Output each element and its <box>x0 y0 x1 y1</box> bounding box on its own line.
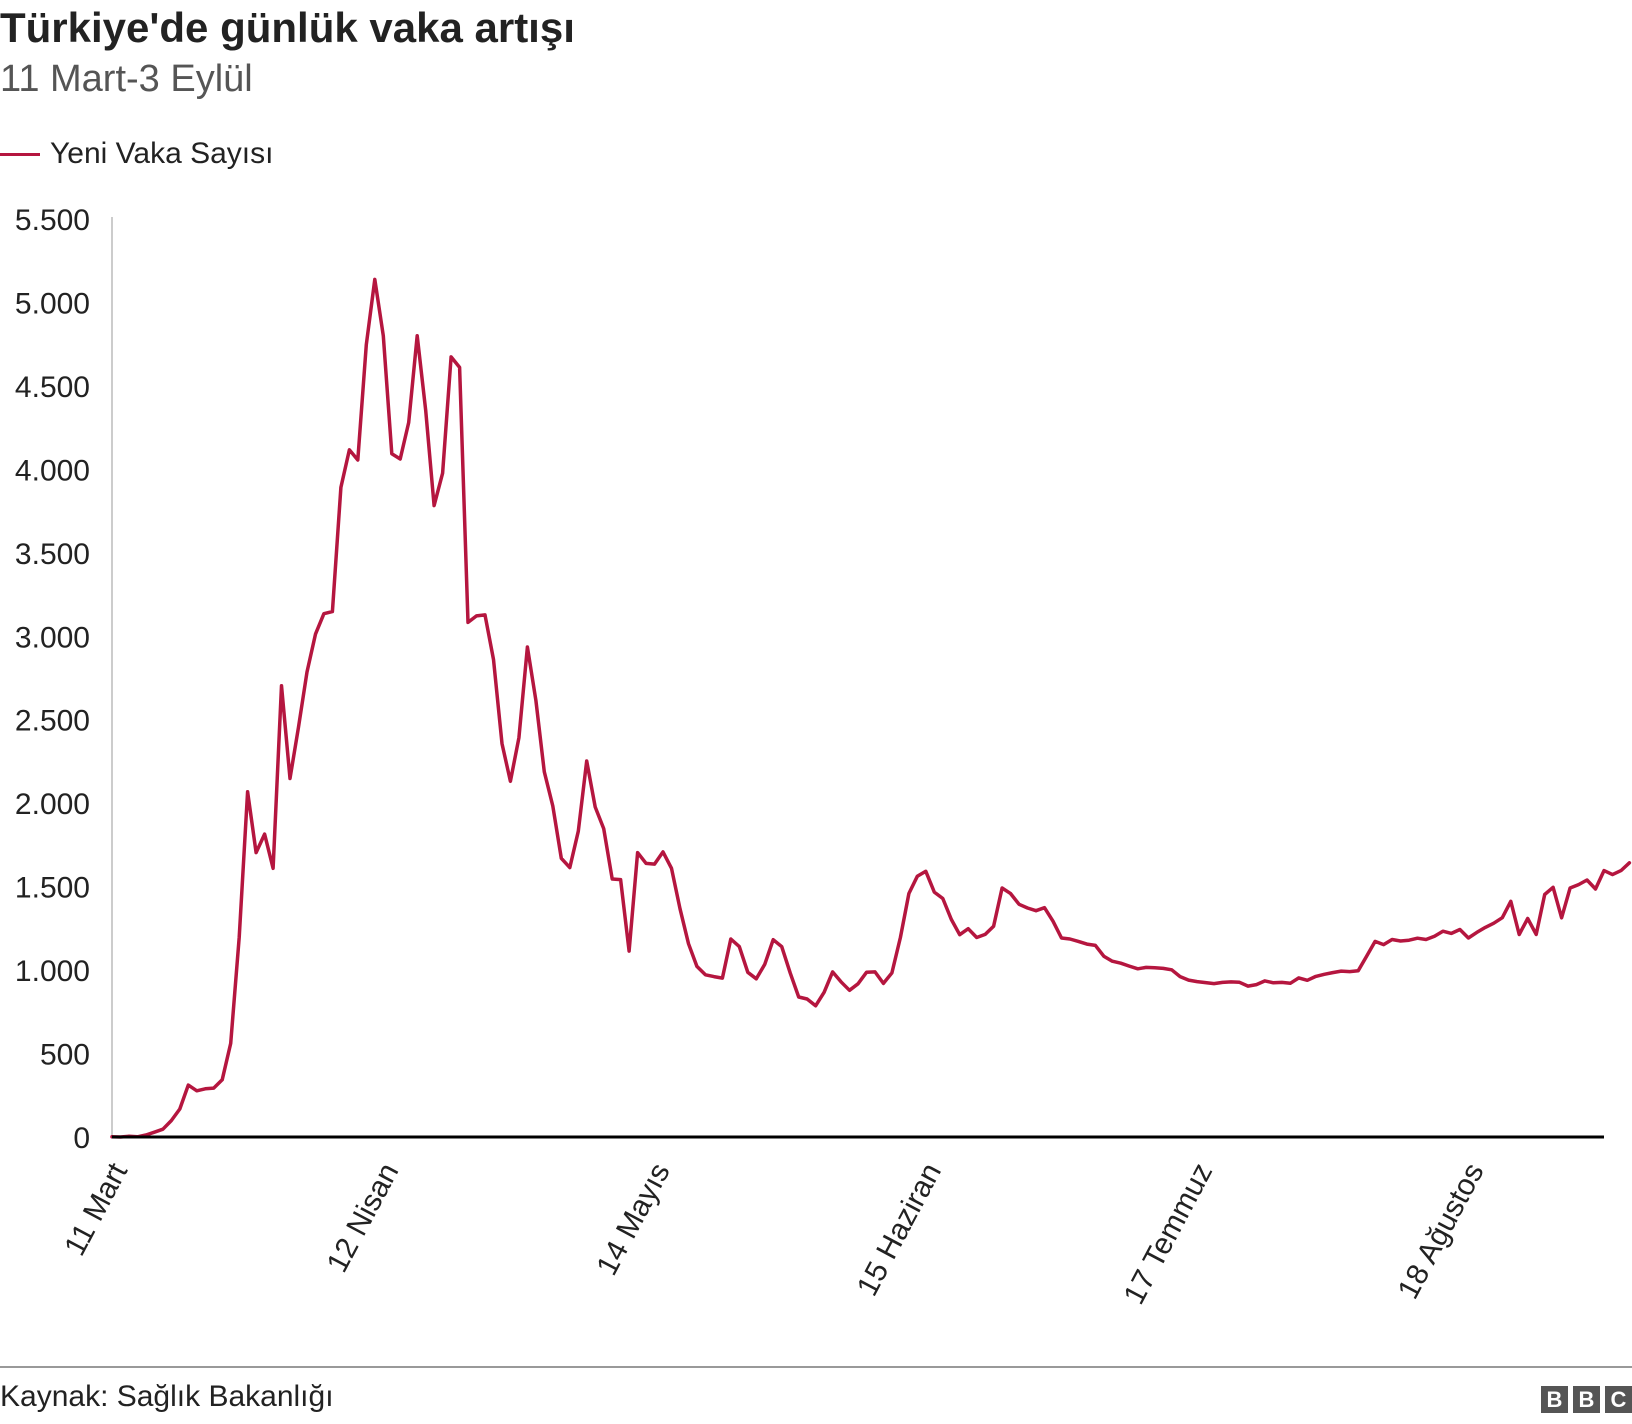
source-note: Kaynak: Sağlık Bakanlığı <box>0 1380 334 1413</box>
y-tick-label: 5.500 <box>15 204 90 237</box>
y-tick-label: 4.500 <box>15 371 90 404</box>
bbc-logo-letter: B <box>1541 1386 1568 1413</box>
y-tick-label: 3.500 <box>15 538 90 571</box>
bbc-logo-letter: C <box>1605 1386 1632 1413</box>
y-tick-label: 2.500 <box>15 705 90 738</box>
y-tick-label: 5.000 <box>15 287 90 320</box>
legend-swatch <box>0 152 40 156</box>
x-tick-label: 11 Mart <box>58 1157 134 1261</box>
x-tick-label: 12 Nisan <box>321 1158 406 1278</box>
bbc-logo-letter: B <box>1573 1386 1600 1413</box>
line-chart: 0 500 1.000 1.500 2.000 2.500 3.000 3.500 4.000 4… <box>15 204 1632 1310</box>
y-tick-label: 2.000 <box>15 788 90 821</box>
x-tick-label: 15 Haziran <box>851 1158 948 1302</box>
y-tick-label: 0 <box>73 1122 90 1155</box>
y-tick-label: 4.000 <box>15 454 90 487</box>
legend-label: Yeni Vaka Sayısı <box>50 137 274 170</box>
x-tick-label: 17 Temmuz <box>1118 1158 1220 1310</box>
footer-divider <box>0 1366 1632 1368</box>
y-tick-label: 3.000 <box>15 621 90 654</box>
legend: Yeni Vaka Sayısı <box>0 134 273 174</box>
series-line-yeni-vaka <box>110 277 1632 1139</box>
y-tick-label: 1.500 <box>15 872 90 905</box>
x-tick-label: 18 Ağustos <box>1392 1158 1491 1305</box>
chart-subtitle: 11 Mart-3 Eylül <box>0 58 253 100</box>
x-tick-label: 14 Mayıs <box>590 1158 676 1281</box>
bbc-logo: B B C <box>1541 1386 1632 1413</box>
y-tick-label: 1.000 <box>15 955 90 988</box>
y-tick-label: 500 <box>40 1039 90 1072</box>
chart-title: Türkiye'de günlük vaka artışı <box>0 4 575 51</box>
